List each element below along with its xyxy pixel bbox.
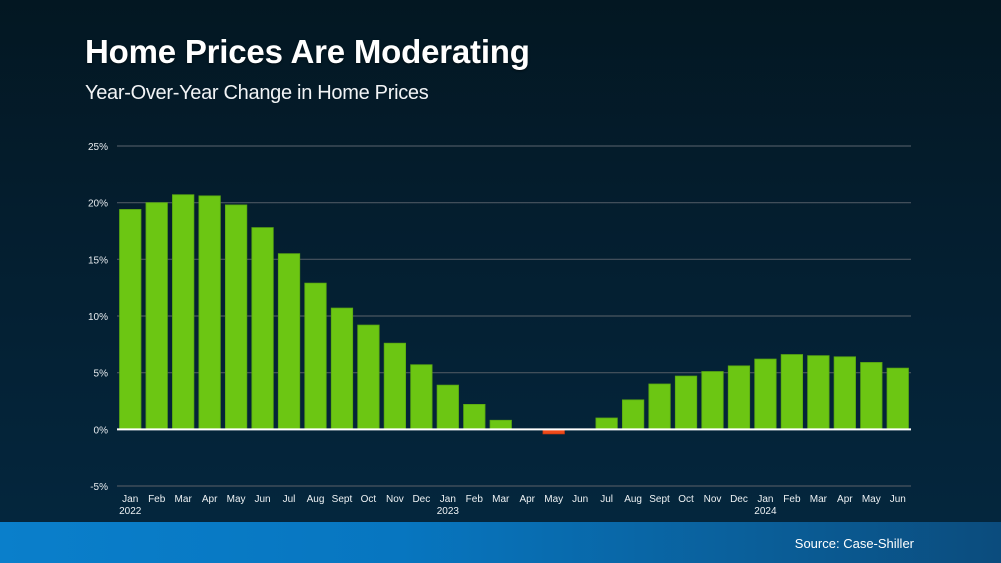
x-tick-label: Mar: [175, 494, 193, 505]
gridlines: [117, 145, 911, 487]
bar: [198, 195, 221, 430]
x-tick-label: May: [862, 494, 881, 505]
bars: [119, 194, 909, 435]
x-tick-label: May: [227, 494, 246, 505]
x-tick-label: Feb: [148, 494, 166, 505]
x-year-label: 2023: [437, 506, 460, 517]
bar: [145, 202, 168, 430]
bar: [886, 367, 909, 430]
x-tick-label: Jul: [283, 494, 296, 505]
x-tick-label: Apr: [202, 494, 218, 505]
x-tick-label: Sept: [649, 494, 670, 505]
x-tick-label: Mar: [492, 494, 510, 505]
bar: [383, 342, 407, 430]
bar: [330, 307, 354, 430]
bar: [674, 375, 698, 430]
x-tick-label: Jun: [255, 494, 271, 505]
bar: [648, 383, 671, 430]
bar: [172, 194, 195, 430]
x-tick-label: Oct: [361, 494, 377, 505]
x-tick-label: Nov: [704, 494, 722, 505]
bar: [251, 227, 274, 430]
y-tick-label: 5%: [94, 369, 109, 380]
bar: [489, 419, 512, 430]
x-tick-label: Oct: [678, 494, 694, 505]
bar: [595, 417, 618, 430]
y-axis: 25% 20% 15% 10% 5% 0% -5%: [88, 142, 108, 493]
bar: [833, 356, 856, 430]
bar: [277, 253, 301, 430]
bar: [119, 209, 142, 430]
x-tick-label: Jan: [440, 494, 456, 505]
y-tick-label: 20%: [88, 199, 108, 210]
bar: [304, 282, 327, 430]
x-tick-label: May: [544, 494, 563, 505]
x-tick-label: Aug: [307, 494, 325, 505]
x-tick-label: Mar: [810, 494, 828, 505]
x-tick-label: Dec: [730, 494, 748, 505]
y-tick-label: 0%: [94, 425, 109, 436]
x-tick-label: Jun: [572, 494, 588, 505]
footer-band: Source: Case-Shiller: [0, 522, 1001, 563]
x-tick-label: Jul: [600, 494, 613, 505]
bar: [621, 399, 645, 430]
y-tick-label: 15%: [88, 255, 108, 266]
x-tick-label: Feb: [466, 494, 484, 505]
x-tick-label: Sept: [332, 494, 353, 505]
bar: [860, 362, 883, 430]
bar: [224, 204, 248, 430]
x-tick-label: Apr: [837, 494, 853, 505]
x-tick-label: Dec: [412, 494, 430, 505]
x-tick-label: Jun: [890, 494, 906, 505]
bar: [727, 365, 751, 430]
bar: [357, 324, 380, 430]
chart-title: Home Prices Are Moderating: [85, 33, 530, 70]
x-tick-label: Nov: [386, 494, 404, 505]
bar: [436, 384, 459, 430]
bar: [807, 355, 830, 430]
x-year-label: 2024: [754, 506, 777, 517]
x-year-label: 2022: [119, 506, 142, 517]
chart-subtitle: Year-Over-Year Change in Home Prices: [85, 82, 429, 104]
source-note: Source: Case-Shiller: [794, 536, 914, 551]
bar: [701, 371, 724, 430]
x-tick-label: Jan: [757, 494, 773, 505]
x-tick-label: Apr: [519, 494, 535, 505]
y-tick-label: -5%: [90, 482, 108, 493]
x-tick-label: Aug: [624, 494, 642, 505]
y-tick-label: 25%: [88, 142, 108, 153]
bar: [410, 364, 433, 430]
x-tick-label: Jan: [122, 494, 138, 505]
x-tick-label: Feb: [783, 494, 801, 505]
bar: [463, 403, 486, 430]
bar: [754, 358, 777, 430]
y-tick-label: 10%: [88, 312, 108, 323]
bar: [780, 354, 804, 430]
